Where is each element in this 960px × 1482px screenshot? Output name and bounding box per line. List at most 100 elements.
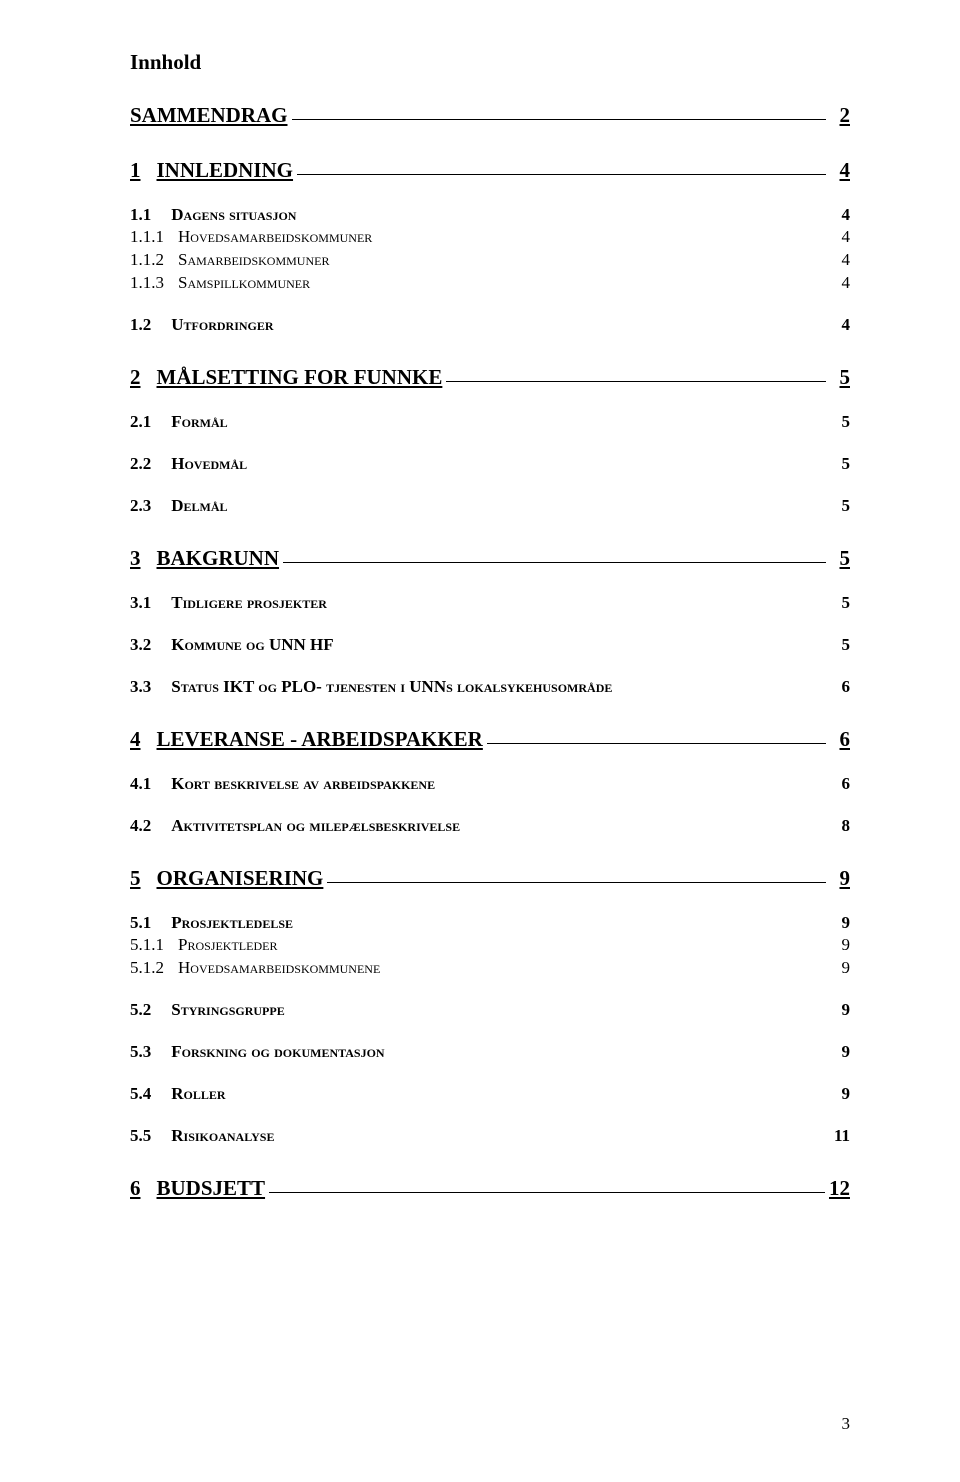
toc-entry-page: 6 bbox=[830, 727, 850, 752]
toc-entry: 4 LEVERANSE - ARBEIDSPAKKER 6 bbox=[130, 727, 850, 752]
toc-leader-line bbox=[297, 174, 826, 175]
toc-entry-label: Samspillkommuner bbox=[178, 273, 310, 293]
toc-leader-line bbox=[283, 562, 826, 563]
toc-entry: 2.1 Formål 5 bbox=[130, 412, 850, 432]
toc-entry-page: 5 bbox=[830, 635, 850, 655]
toc-entry: 1.2 Utfordringer 4 bbox=[130, 315, 850, 335]
toc-entry-number: 1.1.1 bbox=[130, 227, 164, 247]
toc-entry-number: 1.2 bbox=[130, 315, 151, 335]
toc-entry-page: 6 bbox=[830, 774, 850, 794]
toc-entry: 1.1.1 Hovedsamarbeidskommuner 4 bbox=[130, 227, 850, 247]
toc-entry-label: Risikoanalyse bbox=[171, 1126, 274, 1146]
toc-entry-number: 5.3 bbox=[130, 1042, 151, 1062]
toc-entry-page: 9 bbox=[830, 1042, 850, 1062]
toc-entry: 5.5Risikoanalyse11 bbox=[130, 1126, 850, 1146]
toc-entry-number: 2 bbox=[130, 365, 141, 390]
toc-entry-number: 5.1.2 bbox=[130, 958, 164, 978]
toc-entry-page: 5 bbox=[830, 412, 850, 432]
toc-entry-number: 5.1.1 bbox=[130, 935, 164, 955]
toc-entry: 1.1 Dagens situasjon 4 bbox=[130, 205, 850, 225]
toc-entry-page: 5 bbox=[830, 454, 850, 474]
toc-entry-label: Prosjektleder bbox=[178, 935, 277, 955]
toc-entry-page: 9 bbox=[830, 866, 850, 891]
toc-entry: 1.1.3 Samspillkommuner 4 bbox=[130, 273, 850, 293]
toc-entry-number: 5.2 bbox=[130, 1000, 151, 1020]
toc-entry-number: 4 bbox=[130, 727, 141, 752]
toc-entry-page: 2 bbox=[830, 103, 850, 128]
toc-entry-number: 1 bbox=[130, 158, 141, 183]
toc-entry: SAMMENDRAG2 bbox=[130, 103, 850, 128]
toc-entry-number: 2.2 bbox=[130, 454, 151, 474]
toc-entry-page: 9 bbox=[830, 1000, 850, 1020]
toc-entry-number: 3.3 bbox=[130, 677, 151, 697]
toc-entry-label: Dagens situasjon bbox=[171, 205, 296, 225]
page-title: Innhold bbox=[130, 50, 850, 75]
toc-entry-label: Forskning og dokumentasjon bbox=[171, 1042, 384, 1062]
toc-entry-page: 4 bbox=[830, 273, 850, 293]
toc-entry-page: 5 bbox=[830, 365, 850, 390]
toc-entry-number: 3.2 bbox=[130, 635, 151, 655]
toc-entry-label: ORGANISERING bbox=[157, 866, 324, 891]
toc-entry: 5 ORGANISERING 9 bbox=[130, 866, 850, 891]
toc-entry-label: BUDSJETT bbox=[157, 1176, 266, 1201]
toc-entry-page: 4 bbox=[830, 158, 850, 183]
toc-entry-page: 4 bbox=[830, 205, 850, 225]
toc-entry-number: 2.1 bbox=[130, 412, 151, 432]
toc-entry-number: 3.1 bbox=[130, 593, 151, 613]
toc-entry-number: 6 bbox=[130, 1176, 141, 1201]
toc-entry-label: Samarbeidskommuner bbox=[178, 250, 329, 270]
toc-entry: 5.4 Roller 9 bbox=[130, 1084, 850, 1104]
toc-entry-label: BAKGRUNN bbox=[157, 546, 280, 571]
toc-entry-number: 5 bbox=[130, 866, 141, 891]
toc-leader-line bbox=[487, 743, 826, 744]
toc-entry: 2 MÅLSETTING FOR FUNNKE 5 bbox=[130, 365, 850, 390]
toc-entry-number: 4.2 bbox=[130, 816, 151, 836]
toc-entry-label: LEVERANSE - ARBEIDSPAKKER bbox=[157, 727, 483, 752]
toc-entry-label: Aktivitetsplan og milepælsbeskrivelse bbox=[171, 816, 460, 836]
toc-entry-label: Hovedsamarbeidskommuner bbox=[178, 227, 372, 247]
toc-entry-label: Hovedsamarbeidskommunene bbox=[178, 958, 380, 978]
toc-entry-label: INNLEDNING bbox=[157, 158, 294, 183]
toc-entry-label: Kort beskrivelse av arbeidspakkene bbox=[171, 774, 435, 794]
toc-entry-label: Prosjektledelse bbox=[171, 913, 293, 933]
toc-entry-label: Formål bbox=[171, 412, 227, 432]
toc-entry-page: 5 bbox=[830, 496, 850, 516]
toc-entry: 3.3 Status IKT og PLO- tjenesten i UNNs l… bbox=[130, 677, 850, 697]
toc-entry: 2.2Hovedmål5 bbox=[130, 454, 850, 474]
toc-leader-line bbox=[292, 119, 827, 120]
toc-entry-number: 5.1 bbox=[130, 913, 151, 933]
toc-entry: 5.2 Styringsgruppe 9 bbox=[130, 1000, 850, 1020]
toc-entry-page: 5 bbox=[830, 593, 850, 613]
toc-entry: 5.1.2 Hovedsamarbeidskommunene 9 bbox=[130, 958, 850, 978]
toc-entry-label: Delmål bbox=[171, 496, 227, 516]
toc-entry-number: 4.1 bbox=[130, 774, 151, 794]
toc-entry-page: 5 bbox=[830, 546, 850, 571]
toc-entry-page: 4 bbox=[830, 315, 850, 335]
toc-entry-label: Styringsgruppe bbox=[171, 1000, 284, 1020]
toc-entry-label: MÅLSETTING FOR FUNNKE bbox=[157, 365, 443, 390]
toc-entry: 3 BAKGRUNN 5 bbox=[130, 546, 850, 571]
toc-entry-page: 9 bbox=[830, 935, 850, 955]
toc-entry-number: 1.1.3 bbox=[130, 273, 164, 293]
toc-entry-number: 3 bbox=[130, 546, 141, 571]
toc-entry-page: 9 bbox=[830, 1084, 850, 1104]
toc-entry-number: 2.3 bbox=[130, 496, 151, 516]
toc-entry-label: Roller bbox=[171, 1084, 225, 1104]
toc-entry: 5.3 Forskning og dokumentasjon 9 bbox=[130, 1042, 850, 1062]
toc-entry-label: Utfordringer bbox=[171, 315, 273, 335]
toc-entry-page: 9 bbox=[830, 958, 850, 978]
toc-entry: 4.1 Kort beskrivelse av arbeidspakkene 6 bbox=[130, 774, 850, 794]
toc-entry-number: 1.1.2 bbox=[130, 250, 164, 270]
toc-entry: 3.1Tidligere prosjekter5 bbox=[130, 593, 850, 613]
toc-entry-page: 12 bbox=[829, 1176, 850, 1201]
toc-entry-page: 9 bbox=[830, 913, 850, 933]
toc-leader-line bbox=[269, 1192, 825, 1193]
toc-entry: 6 BUDSJETT 12 bbox=[130, 1176, 850, 1201]
page-number: 3 bbox=[842, 1414, 851, 1434]
toc-entry-label: Status IKT og PLO- tjenesten i UNNs loka… bbox=[171, 677, 612, 697]
toc-entry-number: 5.4 bbox=[130, 1084, 151, 1104]
toc-entry-number: 1.1 bbox=[130, 205, 151, 225]
toc-entry-page: 6 bbox=[830, 677, 850, 697]
toc-entry: 5.1 Prosjektledelse 9 bbox=[130, 913, 850, 933]
toc-entry-page: 4 bbox=[830, 227, 850, 247]
